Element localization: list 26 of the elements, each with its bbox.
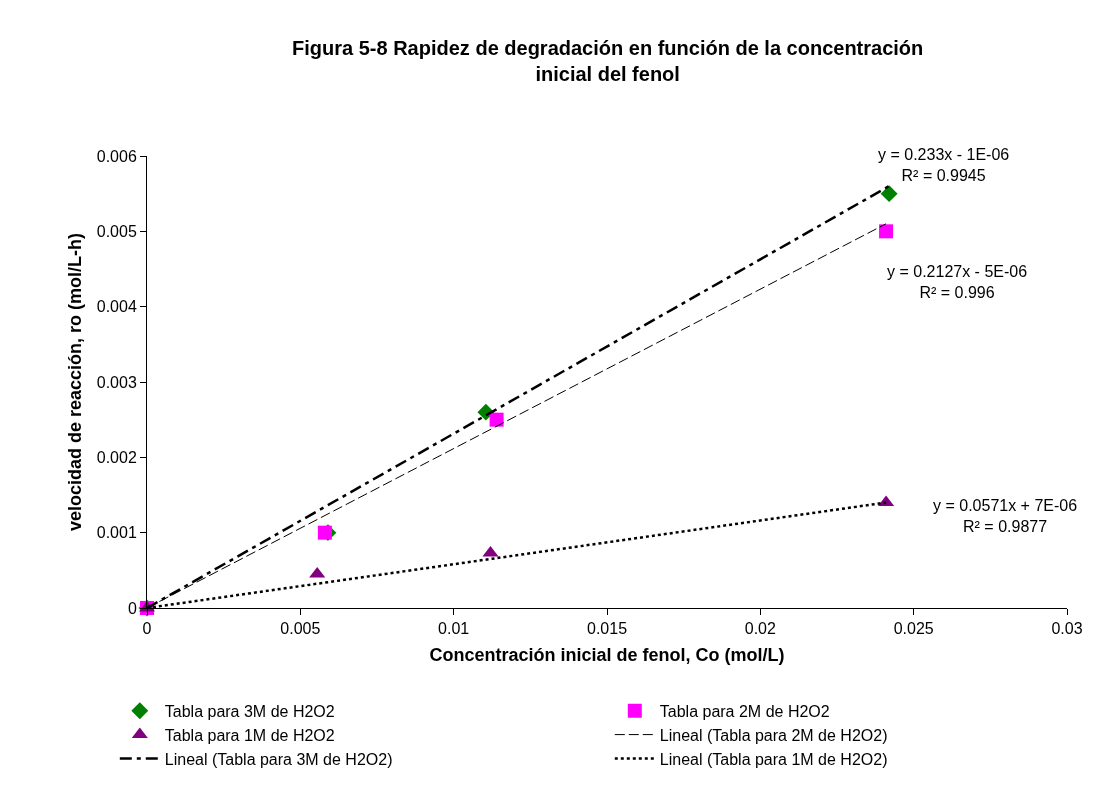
annotation: y = 0.0571x + 7E-06 R² = 0.9877 — [933, 497, 1078, 535]
x-axis-title: Concentración inicial de fenol, Co (mol/L) — [429, 645, 785, 666]
y-tick-label: 0.004 — [96, 298, 137, 316]
y-tick-label: 0 — [127, 599, 137, 617]
x-tick-label: 0.02 — [744, 620, 776, 638]
y-tick-label: 0.002 — [96, 448, 137, 466]
y-tick-label: 0.003 — [96, 373, 137, 391]
x-tick-label: 0.01 — [438, 620, 470, 638]
chart-title: Figura 5-8 Rapidez de degradación en función de la concentración inicial del fenol — [292, 37, 924, 86]
legend-label: Lineal (Tabla para 1M de H2O2) — [659, 750, 888, 768]
x-tick-label: 0.015 — [586, 620, 628, 638]
legend-label: Tabla para 2M de H2O2 — [659, 703, 830, 721]
legend-label: Lineal (Tabla para 2M de H2O2) — [659, 726, 888, 744]
x-tick-label: 0.005 — [280, 620, 321, 638]
y-axis-title: velocidad de reacción, ro (mol/L-h) — [64, 232, 85, 532]
x-tick-label: 0 — [142, 620, 152, 638]
x-tick-label: 0.03 — [1051, 620, 1083, 638]
legend-label: Tabla para 1M de H2O2 — [164, 726, 335, 744]
legend-label: Tabla para 3M de H2O2 — [164, 703, 335, 721]
y-tick-label: 0.005 — [96, 222, 137, 240]
x-tick-label: 0.025 — [893, 620, 934, 638]
legend-label: Lineal (Tabla para 3M de H2O2) — [164, 750, 393, 768]
annotation: y = 0.233x - 1E-06 R² = 0.9945 — [878, 146, 1010, 184]
annotation: y = 0.2127x - 5E-06 R² = 0.996 — [887, 263, 1028, 301]
y-tick-label: 0.006 — [96, 147, 137, 165]
y-tick-label: 0.001 — [96, 524, 137, 542]
